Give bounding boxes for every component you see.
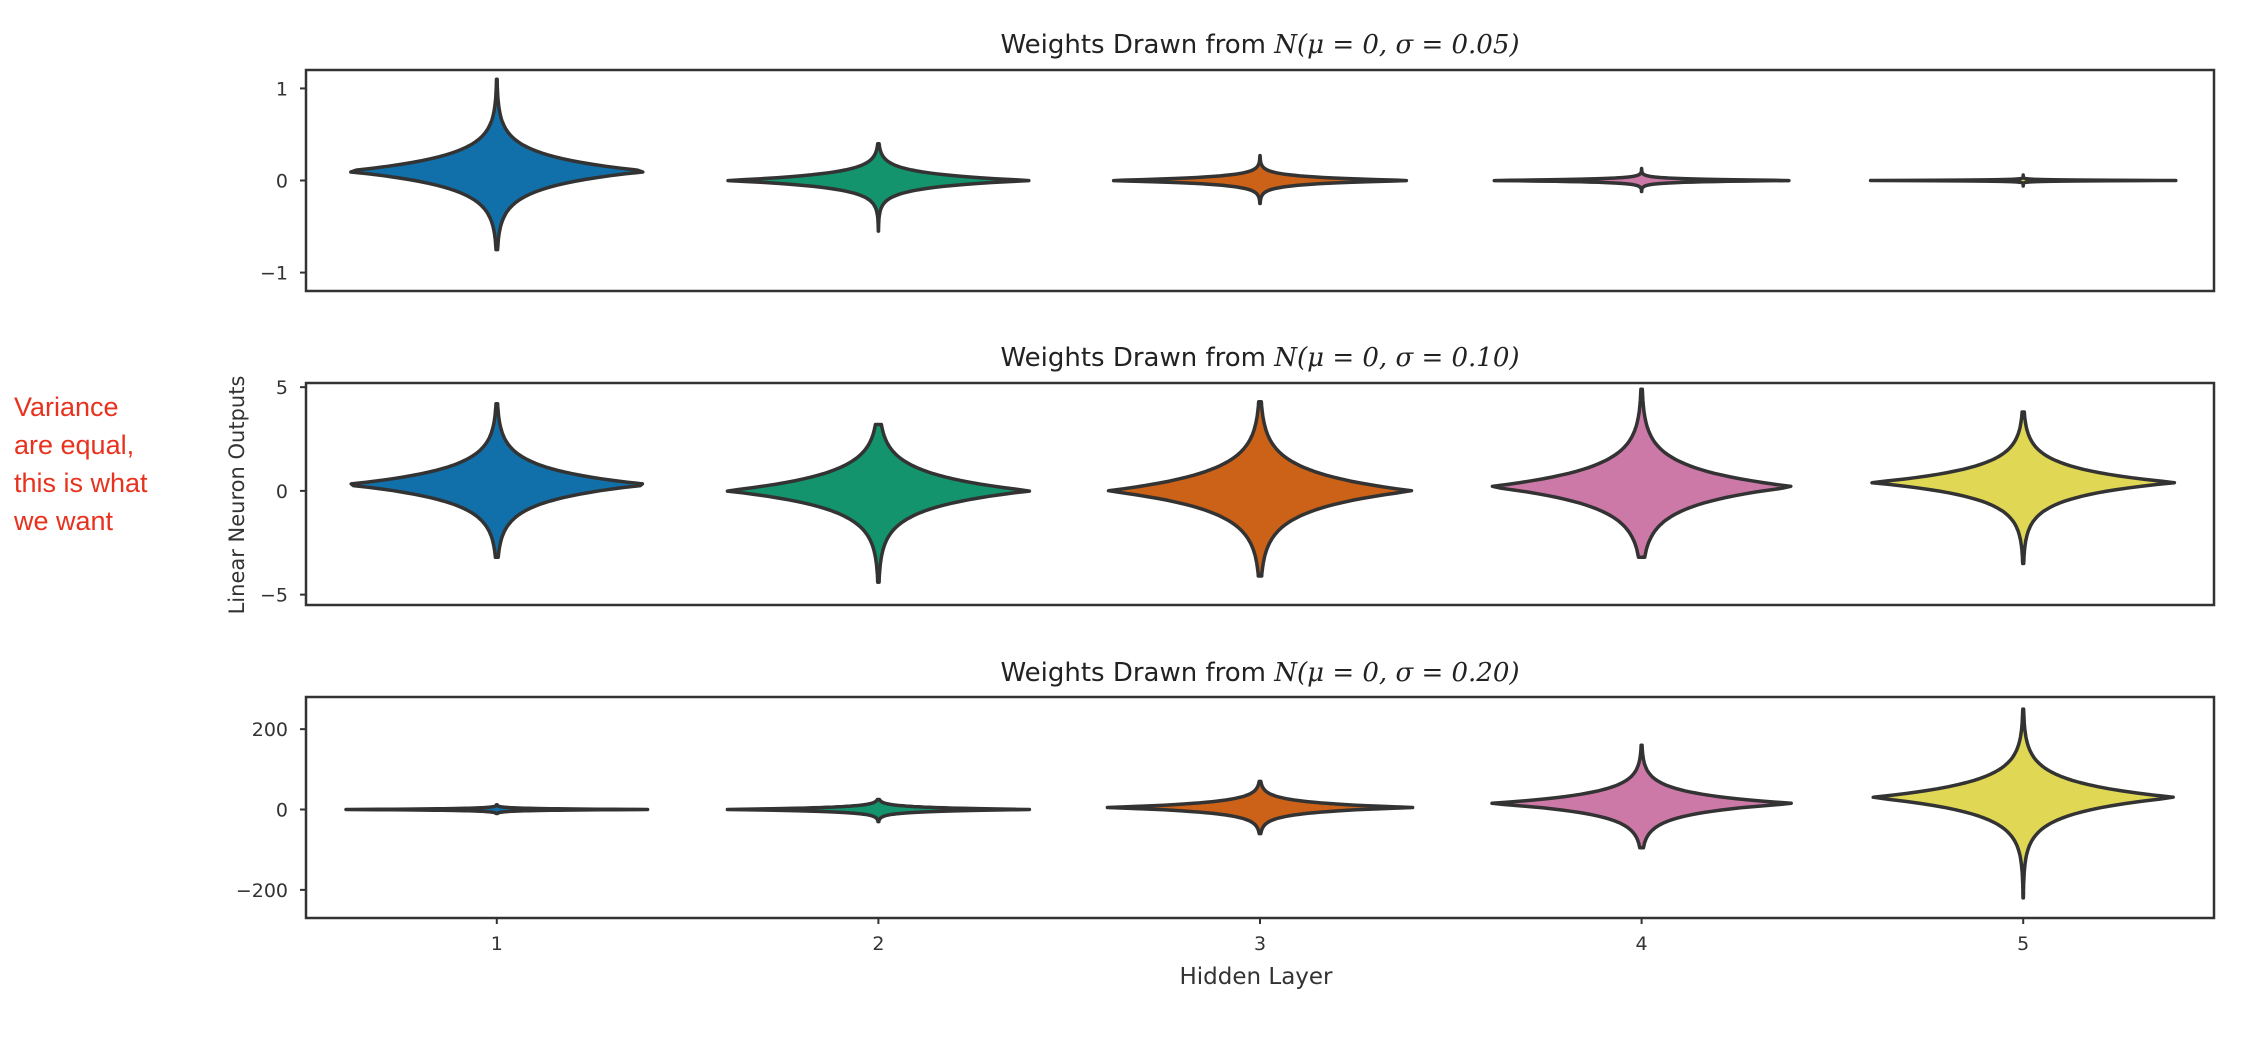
- y-axis-label: Linear Neuron Outputs: [225, 376, 249, 615]
- annotation-note: Variance are equal, this is what we want: [14, 388, 194, 540]
- y-tick-label: 0: [276, 171, 288, 193]
- violin-layer-1: [344, 802, 650, 816]
- panel-3: Weights Drawn from N(μ = 0, σ = 0.20) −20…: [236, 658, 2216, 920]
- y-tick-label: 200: [252, 719, 288, 741]
- panel-title: Weights Drawn from N(μ = 0, σ = 0.20): [1000, 658, 1519, 688]
- y-tick-label: 0: [276, 481, 288, 503]
- y-tick-label: −5: [260, 585, 288, 607]
- y-tick-label: 0: [276, 800, 288, 822]
- violin-layer-3: [1106, 399, 1414, 578]
- violin-layer-2: [726, 141, 1031, 233]
- violin-layer-2: [725, 422, 1032, 584]
- violin-layer-4: [1490, 387, 1793, 560]
- y-tick-label: 5: [276, 377, 288, 399]
- violin-layer-1: [349, 401, 645, 560]
- y-tick-label: −1: [260, 263, 288, 285]
- panel-title: Weights Drawn from N(μ = 0, σ = 0.05): [1000, 30, 1519, 60]
- annotation-line: we want: [14, 506, 114, 536]
- x-tick-label: 5: [2017, 933, 2029, 955]
- x-tick-label: 2: [872, 933, 884, 955]
- violin-layer-5: [1871, 707, 2175, 900]
- y-tick-label: 1: [276, 78, 288, 100]
- panel-title-math: N(μ = 0, σ = 0.20): [1273, 658, 1519, 688]
- annotation-line: are equal,: [14, 430, 135, 460]
- annotation-line: this is what: [14, 468, 148, 498]
- violin-layer-3: [1111, 153, 1409, 206]
- violin-layer-3: [1105, 779, 1415, 836]
- annotation-line: Variance: [14, 392, 119, 422]
- violin-layer-2: [725, 797, 1032, 824]
- panel-title-math: N(μ = 0, σ = 0.10): [1273, 343, 1519, 373]
- x-tick-label: 1: [491, 933, 503, 955]
- violin-layer-4: [1490, 743, 1793, 850]
- panel-2: Weights Drawn from N(μ = 0, σ = 0.10) −5 0…: [260, 343, 2216, 607]
- panel-1: Weights Drawn from N(μ = 0, σ = 0.05) −1 0…: [260, 30, 2216, 293]
- x-axis-label: Hidden Layer: [1179, 964, 1333, 990]
- panel-frame: [304, 381, 2216, 607]
- panel-title-math: N(μ = 0, σ = 0.05): [1273, 30, 1519, 60]
- violin-layer-1: [349, 77, 645, 252]
- violin-layer-4: [1492, 166, 1791, 194]
- violin-layer-5: [1868, 173, 2178, 188]
- panel-title-prefix: Weights Drawn from: [1000, 30, 1274, 60]
- panel-title-prefix: Weights Drawn from: [1000, 658, 1274, 688]
- panel-title-prefix: Weights Drawn from: [1000, 343, 1274, 373]
- x-tick-label: 4: [1636, 933, 1648, 955]
- x-tick-label: 3: [1254, 933, 1266, 955]
- y-tick-label: −200: [236, 880, 288, 902]
- panels-group: Weights Drawn from N(μ = 0, σ = 0.05) −1 0…: [236, 30, 2216, 955]
- panel-title: Weights Drawn from N(μ = 0, σ = 0.10): [1000, 343, 1519, 373]
- violin-layer-5: [1870, 410, 2177, 566]
